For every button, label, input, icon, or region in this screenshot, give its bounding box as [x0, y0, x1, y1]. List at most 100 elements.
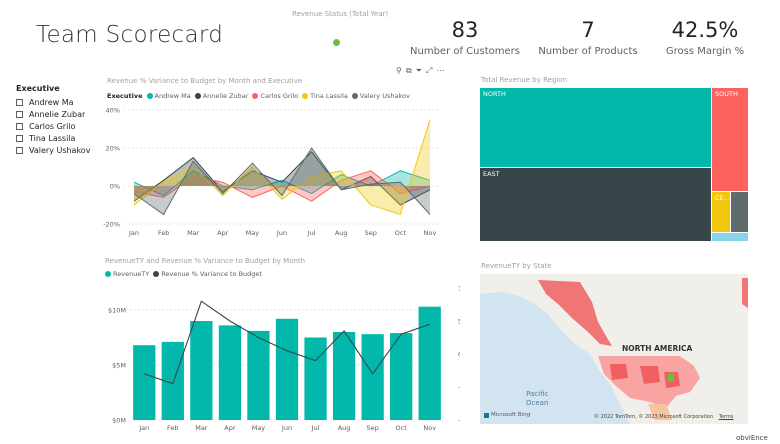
treemap-label: CE... [715, 194, 730, 202]
pin-icon[interactable]: ⚲ [396, 66, 402, 75]
revenue-bar[interactable] [161, 341, 184, 420]
revenue-bar[interactable] [418, 306, 441, 420]
legend-item[interactable]: RevenueTY [105, 270, 149, 278]
y-tick-label: 0% [110, 183, 120, 191]
legend-dot-icon [153, 271, 160, 277]
revenue-bar[interactable] [390, 333, 413, 420]
legend-label: Carlos Grilo [260, 92, 299, 100]
x-tick-label: Jul [307, 229, 316, 237]
treemap-tile-east[interactable]: EAST [480, 168, 711, 241]
x-tick-label: Jan [128, 229, 139, 237]
x-tick-label: Oct [395, 229, 407, 237]
x-tick-label: Nov [424, 229, 437, 237]
x-tick-label: Jul [311, 424, 320, 432]
area-series-fill[interactable] [134, 151, 430, 205]
slicer-item-carlos-grilo[interactable]: Carlos Grilo [16, 120, 106, 132]
area-series-line[interactable] [133, 147, 431, 216]
state-high-3 [610, 364, 628, 380]
y-tick-label: $10M [108, 307, 126, 315]
state-high-1 [640, 366, 660, 384]
revenue-bar[interactable] [133, 345, 156, 420]
checkbox-icon[interactable] [16, 122, 23, 130]
region-northeast-edge [742, 278, 748, 308]
legend-dot-icon [302, 93, 309, 99]
area-series-fill[interactable] [134, 148, 430, 215]
legend-item[interactable]: Andrew Ma [146, 92, 191, 100]
more-icon[interactable]: ⋯ [436, 66, 445, 75]
slicer-item-andrew-ma[interactable]: Andrew Ma [16, 96, 106, 108]
products-value: 7 [581, 18, 595, 42]
checkbox-icon[interactable] [16, 110, 23, 118]
map-bing-logo: Microsoft Bing [484, 412, 530, 418]
executive-slicer: Executive Andrew Ma Annelie Zubar Carlos… [16, 84, 106, 156]
legend-item[interactable]: Revenue % Variance to Budget [153, 270, 262, 278]
variance-chart-title: Revenue % Variance to Budget by Month an… [107, 77, 303, 85]
legend-item[interactable]: Annelie Zubar [194, 92, 248, 100]
visual-toolbar: ⚲ ⧉ ⏷ ⤢ ⋯ [392, 66, 444, 76]
y2-tick-label: 0% [458, 351, 460, 359]
region-treemap[interactable]: NORTH SOUTH EAST CE... [480, 88, 748, 241]
revenue-bar[interactable] [218, 325, 242, 420]
revenue-bar[interactable] [304, 337, 327, 421]
customers-label: Number of Customers [410, 46, 520, 57]
revenue-bar[interactable] [190, 321, 213, 420]
treemap-tile-other[interactable] [731, 192, 748, 232]
area-series-line[interactable] [133, 151, 431, 206]
x-tick-label: Aug [338, 424, 351, 432]
checkbox-icon[interactable] [16, 146, 23, 154]
revenue-status-indicator [333, 39, 340, 46]
copy-icon[interactable]: ⧉ [405, 66, 412, 75]
revenue-bar[interactable] [275, 318, 299, 420]
x-tick-label: Mar [195, 424, 208, 432]
variance-chart-legend: Executive Andrew Ma Annelie Zubar Carlos G… [107, 92, 414, 100]
y-tick-label: $0M [112, 417, 126, 425]
revenue-bar[interactable] [332, 332, 356, 420]
state-green [668, 374, 674, 382]
revenue-combo-chart[interactable]: $0M $5M $10M -10% -5% 0% 5% 10% Jan Feb Mar Apr May J… [100, 282, 460, 434]
x-tick-label: Apr [217, 229, 229, 237]
revenue-status-title: Revenue Status (Total Year) [292, 10, 389, 18]
x-tick-label: Mar [187, 229, 200, 237]
products-card[interactable]: 7 Number of Products [536, 18, 640, 57]
treemap-tile-small[interactable] [712, 233, 748, 241]
slicer-item-label: Carlos Grilo [29, 121, 76, 131]
customers-card[interactable]: 83 Number of Customers [410, 18, 520, 57]
margin-value: 42.5% [671, 18, 739, 42]
x-tick-label: Sep [365, 229, 377, 237]
terms-link[interactable]: Terms [718, 414, 734, 420]
variance-line[interactable] [144, 300, 430, 385]
bing-label: Microsoft Bing [491, 412, 531, 418]
revenue-bar[interactable] [247, 330, 270, 420]
treemap-tile-central[interactable]: CE... [712, 192, 730, 232]
treemap-tile-north[interactable]: NORTH [480, 88, 711, 167]
area-series-fill[interactable] [134, 119, 430, 215]
legend-item[interactable]: Valery Ushakov [351, 92, 410, 100]
x-tick-label: May [252, 424, 266, 432]
revenue-bar[interactable] [361, 334, 384, 420]
combo-chart-title: RevenueTY and Revenue % Variance to Budg… [105, 257, 306, 265]
filter-icon[interactable]: ⏷ [415, 66, 422, 75]
land-shape [480, 274, 748, 424]
x-tick-label: Feb [158, 229, 170, 237]
slicer-item-tina-lassila[interactable]: Tina Lassila [16, 132, 106, 144]
treemap-tile-south[interactable]: SOUTH [712, 88, 748, 191]
variance-area-chart[interactable]: -20% 0% 20% 40% Jan Feb Mar Apr May Jun Jul Aug Sep O… [100, 104, 450, 240]
area-series-line[interactable] [133, 170, 431, 202]
revenue-map[interactable]: NORTH AMERICA Pacific Ocean Microsoft Bi… [480, 274, 748, 424]
legend-item[interactable]: Carlos Grilo [252, 92, 298, 100]
area-series-fill[interactable] [134, 170, 430, 196]
slicer-item-valery-ushakov[interactable]: Valery Ushakov [16, 144, 106, 156]
legend-label: Tina Lassila [310, 92, 348, 100]
legend-label: Andrew Ma [154, 92, 191, 100]
area-series-line[interactable] [133, 119, 431, 216]
slicer-item-annelie-zubar[interactable]: Annelie Zubar [16, 108, 106, 120]
map-copyright: © 2022 TomTom, © 2023 Microsoft Corporat… [594, 414, 733, 420]
checkbox-icon[interactable] [16, 134, 23, 142]
checkbox-icon[interactable] [16, 98, 23, 106]
focus-icon[interactable]: ⤢ [425, 66, 433, 75]
margin-card[interactable]: 42.5% Gross Margin % [658, 18, 752, 57]
slicer-item-label: Tina Lassila [29, 133, 76, 143]
y2-tick-label: -5% [458, 384, 460, 392]
x-tick-label: Nov [423, 424, 436, 432]
legend-item[interactable]: Tina Lassila [302, 92, 348, 100]
